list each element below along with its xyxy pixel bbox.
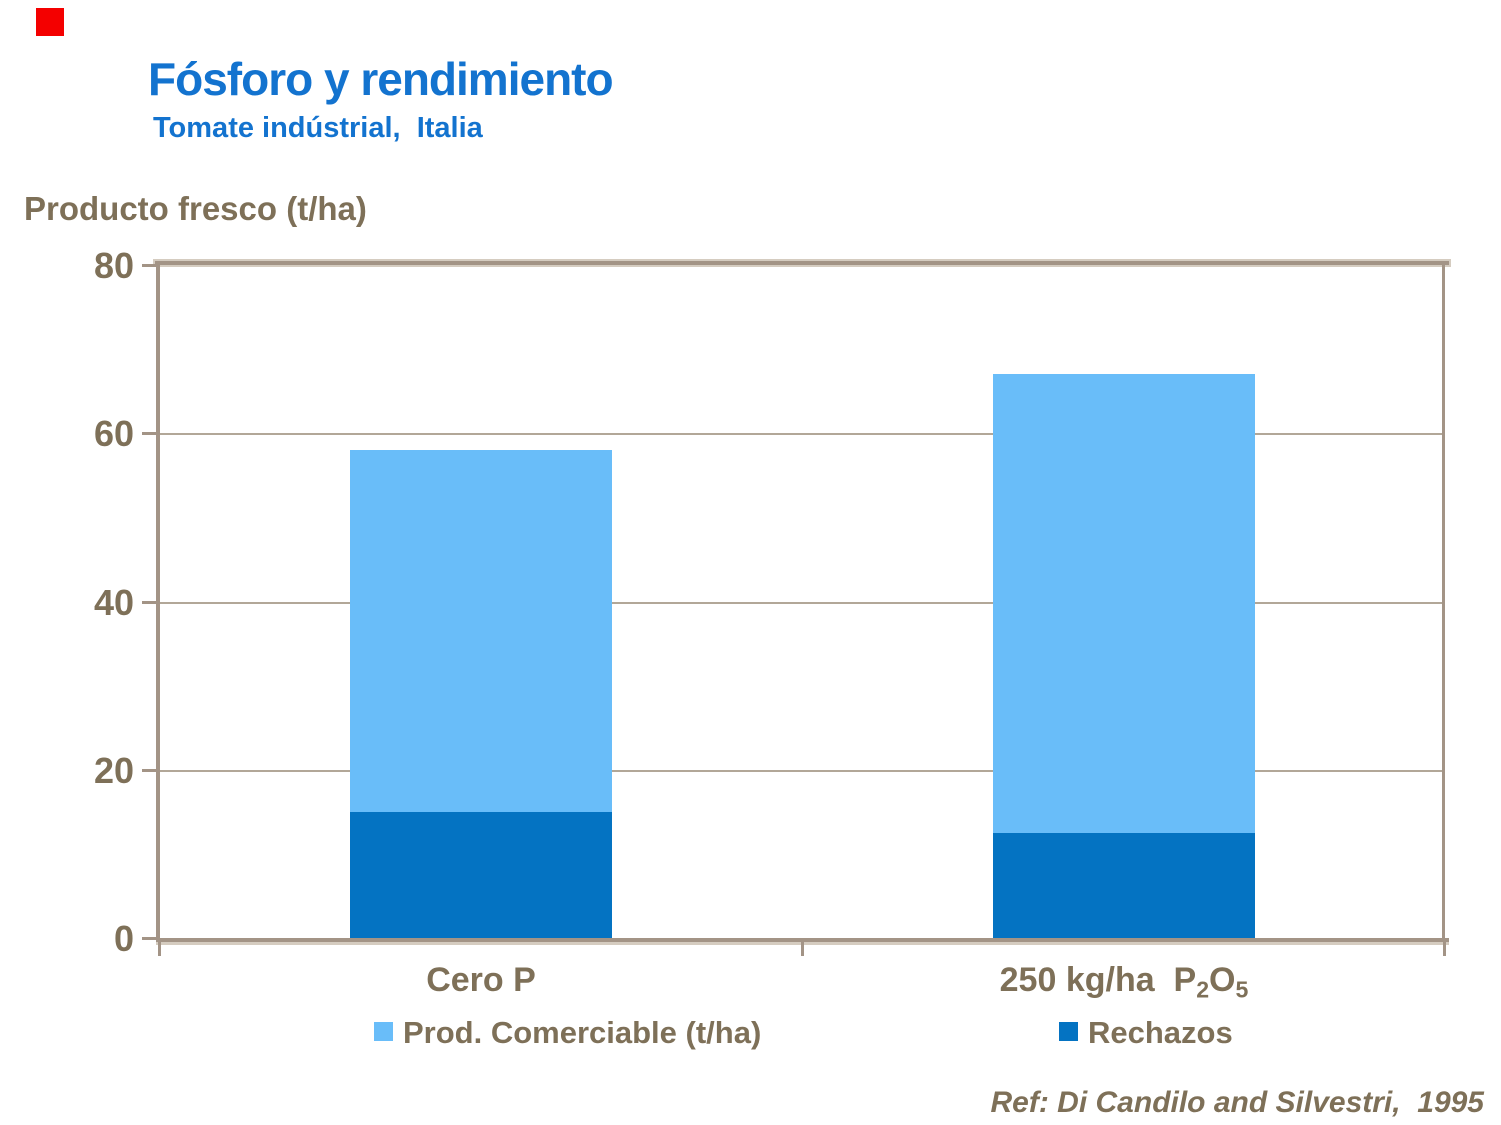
x-tick-mark-1: [801, 942, 804, 956]
label-text: Cero P: [426, 961, 536, 999]
y-tick-label-40: 40: [93, 582, 134, 623]
label-text: O: [1209, 961, 1236, 999]
legend-item-comerciable: Prod. Comerciable (t/ha): [374, 1015, 761, 1051]
chart-subtitle: Tomate indústrial, Italia: [153, 112, 483, 144]
subscript-text: 5: [1235, 976, 1249, 1003]
bar-segment-prod-comerciable-t-ha-1: [350, 450, 612, 812]
legend-label-comerciable: Prod. Comerciable (t/ha): [403, 1015, 762, 1050]
y-tick-mark-80: [142, 264, 156, 267]
legend-swatch-comerciable-icon: [374, 1022, 393, 1041]
y-tick-label-0: 0: [113, 918, 134, 959]
x-tick-mark-2: [1443, 942, 1446, 956]
legend-item-rechazos: Rechazos: [1059, 1015, 1233, 1051]
y-axis-title: Producto fresco (t/ha): [24, 190, 367, 227]
y-tick-label-20: 20: [93, 750, 134, 791]
x-category-label-1: Cero P: [426, 958, 536, 1002]
gridline-20: [160, 770, 1445, 772]
legend-label-rechazos: Rechazos: [1088, 1015, 1233, 1050]
y-tick-mark-20: [142, 769, 156, 772]
y-tick-mark-60: [142, 432, 156, 435]
x-category-label-2: 250 kg/ha P2O5: [1000, 958, 1249, 1002]
subscript-text: 2: [1196, 976, 1210, 1003]
red-square-decoration: [36, 8, 64, 36]
gridline-60: [160, 433, 1445, 435]
plot-frame-left: [156, 261, 160, 942]
reference-citation: Ref: Di Candilo and Silvestri, 1995: [990, 1086, 1484, 1119]
y-tick-label-60: 60: [93, 413, 134, 454]
plot-frame-right: [1442, 261, 1445, 942]
bar-segment-prod-comerciable-t-ha-2: [993, 374, 1255, 833]
x-tick-mark-0: [158, 942, 161, 956]
legend-swatch-rechazos-icon: [1059, 1022, 1078, 1041]
label-text: 250 kg/ha P: [999, 961, 1197, 999]
y-tick-mark-40: [142, 601, 156, 604]
bar-segment-rechazos-2: [993, 833, 1255, 938]
y-tick-label-80: 80: [93, 245, 134, 286]
chart-title: Fósforo y rendimiento: [148, 53, 614, 105]
x-axis-line: [156, 938, 1449, 942]
bar-segment-rechazos-1: [350, 812, 612, 938]
gridline-40: [160, 602, 1445, 604]
plot-frame-top: [155, 261, 1449, 265]
y-tick-mark-0: [142, 937, 156, 940]
